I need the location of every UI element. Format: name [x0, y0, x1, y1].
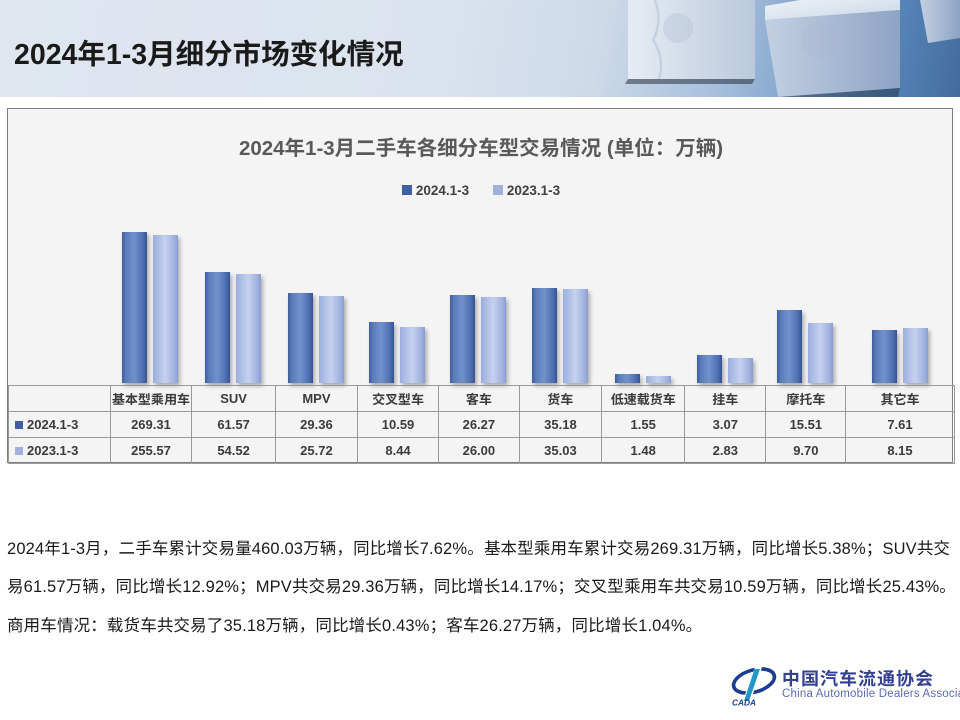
svg-text:CADA: CADA — [732, 698, 756, 707]
